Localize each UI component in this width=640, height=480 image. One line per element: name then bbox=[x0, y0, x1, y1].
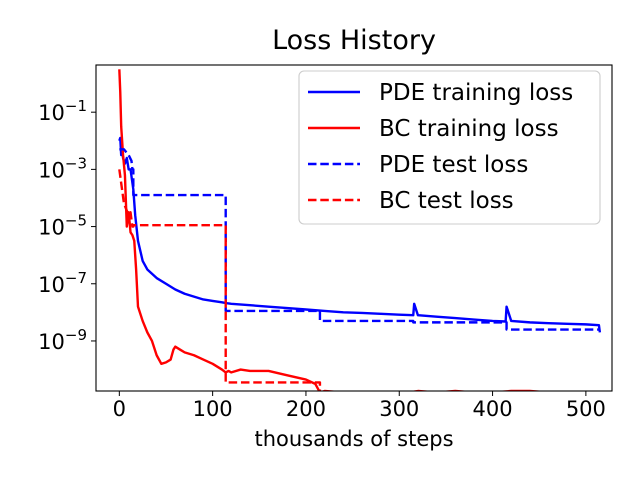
y-tick-exponent-1: −3 bbox=[65, 154, 87, 172]
x-tick-label-2: 200 bbox=[286, 397, 326, 421]
legend-label-0: PDE training loss bbox=[379, 80, 573, 106]
legend-label-3: BC test loss bbox=[379, 188, 514, 214]
x-tick-label-3: 300 bbox=[379, 397, 419, 421]
series-line-1 bbox=[118, 69, 546, 391]
legend: PDE training loss BC training loss PDE tes… bbox=[298, 70, 601, 225]
y-axis-ticks: 10−110−310−510−710−9 bbox=[38, 97, 96, 354]
y-tick-exponent-0: −1 bbox=[65, 97, 87, 115]
y-tick-base-3: 10 bbox=[38, 273, 65, 297]
x-tick-label-0: 0 bbox=[113, 397, 126, 421]
x-tick-label-5: 500 bbox=[566, 397, 606, 421]
y-tick-base-0: 10 bbox=[38, 101, 65, 125]
y-tick-label-4: 10−9 bbox=[38, 326, 87, 354]
x-axis-ticks: 0 100 200 300 400 500 bbox=[113, 391, 606, 421]
y-tick-base-1: 10 bbox=[38, 158, 65, 182]
series-line-0 bbox=[118, 136, 602, 333]
y-tick-label-3: 10−7 bbox=[38, 269, 87, 297]
plot-frame bbox=[95, 64, 613, 392]
series-layer bbox=[118, 69, 602, 391]
series-line-3 bbox=[118, 169, 322, 391]
legend-box bbox=[298, 70, 601, 225]
y-tick-exponent-4: −9 bbox=[65, 326, 87, 344]
y-tick-base-2: 10 bbox=[38, 216, 65, 240]
x-axis-label: thousands of steps bbox=[254, 427, 453, 451]
y-tick-exponent-2: −5 bbox=[65, 212, 87, 230]
y-tick-exponent-3: −7 bbox=[65, 269, 87, 287]
x-tick-label-1: 100 bbox=[193, 397, 233, 421]
y-tick-label-1: 10−3 bbox=[38, 154, 87, 182]
y-tick-label-0: 10−1 bbox=[38, 97, 87, 125]
legend-label-2: PDE test loss bbox=[379, 152, 528, 178]
y-tick-label-2: 10−5 bbox=[38, 212, 87, 240]
x-tick-label-4: 400 bbox=[473, 397, 513, 421]
chart-title: Loss History bbox=[272, 25, 436, 56]
y-tick-base-4: 10 bbox=[38, 330, 65, 354]
legend-label-1: BC training loss bbox=[379, 116, 559, 142]
